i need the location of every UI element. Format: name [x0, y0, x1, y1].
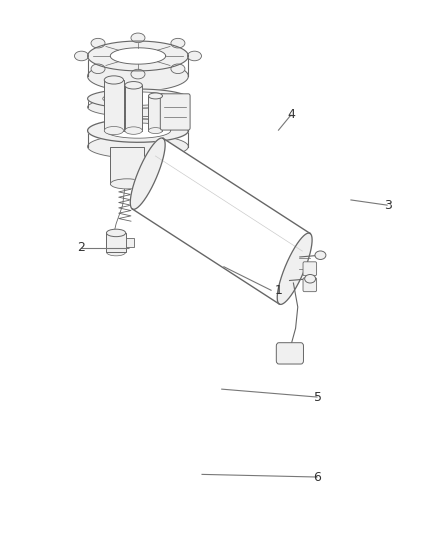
Bar — [126, 238, 134, 247]
Polygon shape — [277, 233, 312, 304]
Ellipse shape — [74, 51, 88, 61]
Bar — [104, 80, 124, 131]
Bar — [110, 147, 144, 184]
Bar — [106, 233, 126, 252]
Ellipse shape — [131, 33, 145, 43]
Ellipse shape — [187, 51, 201, 61]
Ellipse shape — [148, 127, 162, 134]
Polygon shape — [88, 135, 188, 158]
Polygon shape — [88, 98, 188, 117]
Polygon shape — [105, 123, 171, 138]
Ellipse shape — [148, 93, 162, 99]
Ellipse shape — [305, 274, 316, 283]
Text: 2: 2 — [77, 241, 85, 254]
Text: 6: 6 — [314, 471, 321, 483]
FancyBboxPatch shape — [303, 262, 317, 276]
Ellipse shape — [91, 38, 105, 48]
FancyBboxPatch shape — [276, 343, 304, 364]
Bar — [125, 85, 142, 131]
Polygon shape — [88, 119, 188, 142]
Polygon shape — [88, 41, 188, 71]
Bar — [148, 96, 162, 131]
Ellipse shape — [171, 64, 185, 74]
Polygon shape — [88, 89, 188, 108]
Ellipse shape — [131, 69, 145, 79]
Text: 5: 5 — [314, 391, 321, 403]
Ellipse shape — [104, 126, 124, 135]
Ellipse shape — [110, 179, 144, 189]
Text: 3: 3 — [384, 199, 392, 212]
Ellipse shape — [91, 64, 105, 74]
Polygon shape — [130, 138, 165, 209]
Ellipse shape — [104, 76, 124, 84]
Polygon shape — [103, 92, 173, 106]
FancyBboxPatch shape — [160, 94, 190, 130]
Ellipse shape — [125, 82, 142, 89]
Text: 4: 4 — [287, 108, 295, 121]
Ellipse shape — [171, 38, 185, 48]
FancyBboxPatch shape — [303, 278, 317, 292]
Polygon shape — [88, 61, 188, 91]
Ellipse shape — [106, 248, 126, 256]
Ellipse shape — [315, 251, 326, 260]
Polygon shape — [132, 139, 310, 304]
Polygon shape — [110, 48, 166, 64]
Ellipse shape — [106, 229, 126, 237]
Text: 1: 1 — [274, 284, 282, 297]
Ellipse shape — [125, 127, 142, 134]
